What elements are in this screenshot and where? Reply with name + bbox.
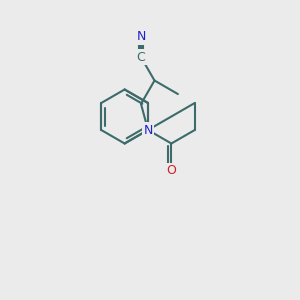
Text: O: O: [167, 164, 176, 177]
Text: N: N: [136, 30, 146, 44]
Text: N: N: [143, 124, 153, 136]
Text: C: C: [136, 51, 146, 64]
